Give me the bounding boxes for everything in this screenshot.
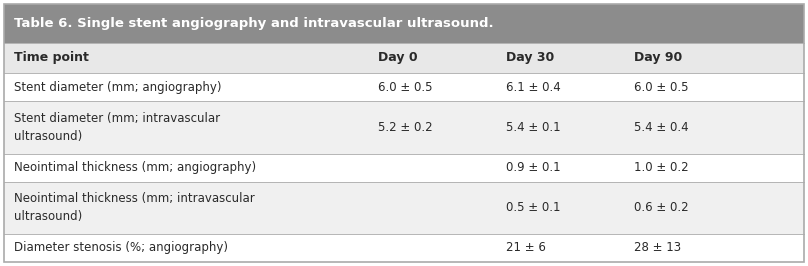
FancyBboxPatch shape <box>4 73 804 101</box>
Text: 6.0 ± 0.5: 6.0 ± 0.5 <box>377 81 432 94</box>
Text: 5.2 ± 0.2: 5.2 ± 0.2 <box>377 121 432 134</box>
FancyBboxPatch shape <box>4 153 804 182</box>
Text: 5.4 ± 0.1: 5.4 ± 0.1 <box>506 121 560 134</box>
Text: 1.0 ± 0.2: 1.0 ± 0.2 <box>633 161 688 174</box>
Text: 0.5 ± 0.1: 0.5 ± 0.1 <box>506 201 560 214</box>
Text: Day 30: Day 30 <box>506 51 554 64</box>
FancyBboxPatch shape <box>4 234 804 262</box>
Text: Neointimal thickness (mm; intravascular
ultrasound): Neointimal thickness (mm; intravascular … <box>14 192 255 223</box>
Text: 6.1 ± 0.4: 6.1 ± 0.4 <box>506 81 561 94</box>
Text: 0.9 ± 0.1: 0.9 ± 0.1 <box>506 161 560 174</box>
FancyBboxPatch shape <box>4 43 804 73</box>
Text: Table 6. Single stent angiography and intravascular ultrasound.: Table 6. Single stent angiography and in… <box>14 17 494 30</box>
Text: Day 90: Day 90 <box>633 51 682 64</box>
FancyBboxPatch shape <box>4 101 804 153</box>
Text: Stent diameter (mm; intravascular
ultrasound): Stent diameter (mm; intravascular ultras… <box>14 112 220 143</box>
FancyBboxPatch shape <box>4 182 804 234</box>
Text: 5.4 ± 0.4: 5.4 ± 0.4 <box>633 121 688 134</box>
FancyBboxPatch shape <box>4 4 804 43</box>
Text: 6.0 ± 0.5: 6.0 ± 0.5 <box>633 81 688 94</box>
Text: 0.6 ± 0.2: 0.6 ± 0.2 <box>633 201 688 214</box>
Text: Stent diameter (mm; angiography): Stent diameter (mm; angiography) <box>14 81 221 94</box>
Text: Time point: Time point <box>14 51 89 64</box>
Text: Diameter stenosis (%; angiography): Diameter stenosis (%; angiography) <box>14 242 228 255</box>
Text: Day 0: Day 0 <box>377 51 417 64</box>
Text: 21 ± 6: 21 ± 6 <box>506 242 545 255</box>
Text: Neointimal thickness (mm; angiography): Neointimal thickness (mm; angiography) <box>14 161 256 174</box>
Text: 28 ± 13: 28 ± 13 <box>633 242 681 255</box>
